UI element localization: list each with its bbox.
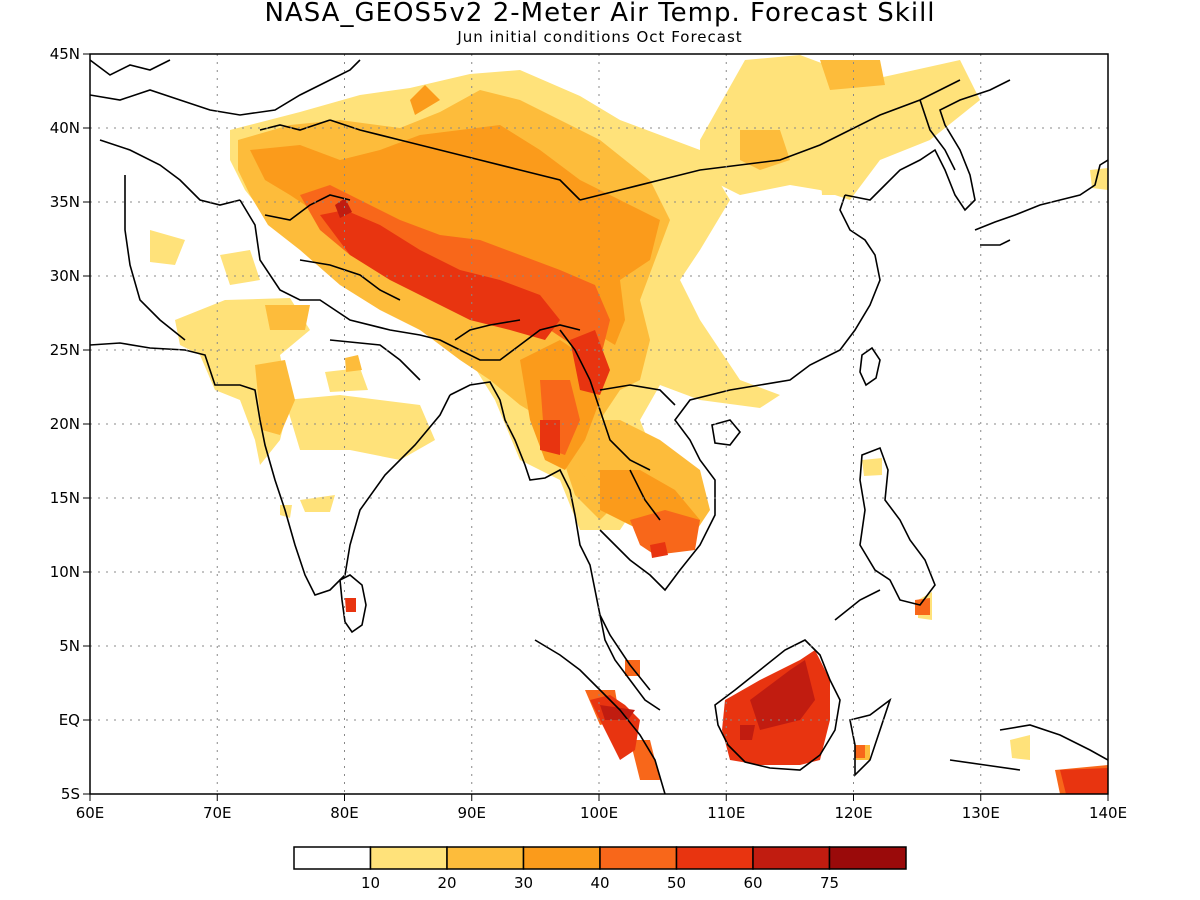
y-tick-label: 20N [50,415,80,433]
x-tick-label: 120E [834,804,872,822]
x-axis: 60E 70E 80E 90E 100E 110E 120E 130E 140E [76,794,1127,822]
gridlines [90,54,1108,794]
x-tick-label: 140E [1089,804,1127,822]
colorbar-swatch [446,846,525,870]
y-tick-label: EQ [59,711,80,729]
y-tick-label: 5N [59,637,80,655]
y-tick-label: 35N [50,193,80,211]
coastlines [90,59,1108,794]
colorbar-label: 20 [437,874,456,892]
colorbar-label: 30 [514,874,533,892]
colorbar-swatch [675,846,754,870]
x-tick-label: 100E [580,804,618,822]
colorbar-swatch [293,846,372,870]
skill-shading [150,55,1108,794]
y-tick-label: 30N [50,267,80,285]
colorbar-swatch [828,846,907,870]
x-tick-label: 130E [962,804,1000,822]
colorbar-swatch [522,846,601,870]
colorbar-swatch [369,846,448,870]
colorbar-swatch [752,846,831,870]
y-tick-label: 5S [61,785,80,803]
shading-level-50 [320,210,1108,794]
colorbar-label: 50 [667,874,686,892]
y-tick-label: 25N [50,341,80,359]
map-title: NASA_GEOS5v2 2-Meter Air Temp. Forecast … [264,0,936,28]
colorbar-label: 75 [820,874,839,892]
colorbar-label: 60 [743,874,762,892]
y-tick-label: 45N [50,45,80,63]
x-tick-label: 90E [457,804,486,822]
y-axis: 45N 40N 35N 30N 25N 20N 15N 10N 5N EQ 5S [50,45,90,803]
colorbar: 10 20 30 40 50 60 75 [293,846,907,892]
x-tick-label: 80E [330,804,359,822]
colorbar-label: 40 [590,874,609,892]
shading-level-60 [335,198,815,740]
y-tick-label: 15N [50,489,80,507]
y-tick-label: 10N [50,563,80,581]
x-tick-label: 70E [203,804,232,822]
x-tick-label: 60E [76,804,105,822]
y-tick-label: 40N [50,119,80,137]
colorbar-swatch [599,846,678,870]
colorbar-label: 10 [361,874,380,892]
map-subtitle: Jun initial conditions Oct Forecast [457,28,743,46]
x-tick-label: 110E [707,804,745,822]
